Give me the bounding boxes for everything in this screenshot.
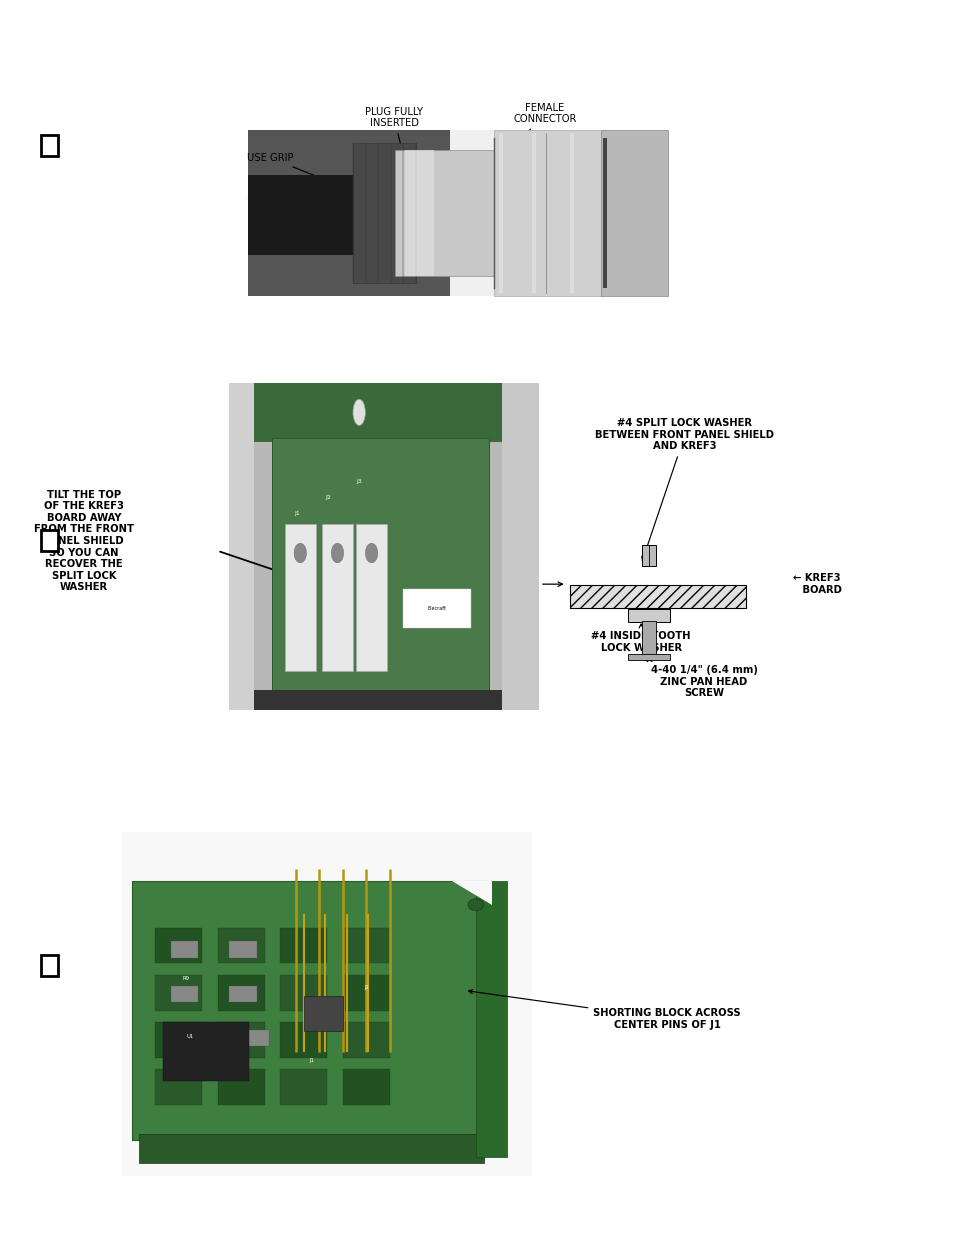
Bar: [404, 149, 434, 277]
Text: R9: R9: [183, 976, 190, 981]
Bar: [476, 882, 507, 1157]
Bar: [395, 149, 493, 277]
Text: J2: J2: [363, 984, 369, 989]
Text: J3: J3: [355, 478, 362, 484]
Bar: [42, 135, 58, 157]
Bar: [42, 956, 58, 976]
Bar: [531, 133, 536, 293]
Polygon shape: [452, 882, 491, 905]
Bar: [602, 138, 606, 288]
Bar: [248, 130, 449, 296]
Ellipse shape: [468, 899, 483, 910]
Bar: [627, 609, 669, 622]
Text: TILT THE TOP
OF THE KREF3
BOARD AWAY
FROM THE FRONT
PANEL SHIELD
SO YOU CAN
RECO: TILT THE TOP OF THE KREF3 BOARD AWAY FRO…: [34, 489, 133, 593]
Bar: [42, 530, 58, 551]
Bar: [171, 986, 198, 1002]
Bar: [178, 1030, 206, 1046]
Bar: [163, 1023, 249, 1081]
Bar: [355, 524, 387, 671]
Bar: [132, 882, 491, 1140]
Text: J1: J1: [294, 511, 300, 516]
Bar: [229, 383, 253, 710]
Bar: [248, 130, 667, 296]
Bar: [280, 1023, 327, 1057]
Bar: [155, 929, 202, 963]
Bar: [217, 1023, 264, 1057]
Text: FEMALE
CONNECTOR: FEMALE CONNECTOR: [500, 103, 576, 162]
Bar: [229, 941, 256, 957]
Text: PLUG FULLY
INSERTED: PLUG FULLY INSERTED: [365, 106, 422, 161]
Bar: [273, 438, 489, 694]
Text: SHORTING BLOCK ACROSS
CENTER PINS OF J1: SHORTING BLOCK ACROSS CENTER PINS OF J1: [468, 989, 740, 1030]
Bar: [342, 929, 390, 963]
Bar: [501, 383, 538, 710]
Text: Elecraft: Elecraft: [427, 606, 446, 611]
Bar: [229, 986, 256, 1002]
Text: ← KREF3
   BOARD: ← KREF3 BOARD: [791, 573, 841, 595]
Text: J1: J1: [309, 1058, 314, 1063]
Text: J2: J2: [325, 495, 331, 500]
Bar: [155, 1070, 202, 1104]
Bar: [284, 524, 315, 671]
Bar: [641, 545, 656, 566]
Bar: [498, 133, 503, 293]
Text: 4-40 1/4" (6.4 mm)
ZINC PAN HEAD
SCREW: 4-40 1/4" (6.4 mm) ZINC PAN HEAD SCREW: [644, 658, 757, 698]
Bar: [248, 174, 382, 254]
Bar: [217, 1070, 264, 1104]
Bar: [569, 585, 745, 609]
Text: #4 SPLIT LOCK WASHER
BETWEEN FRONT PANEL SHIELD
AND KREF3: #4 SPLIT LOCK WASHER BETWEEN FRONT PANEL…: [595, 419, 774, 561]
Bar: [139, 1134, 483, 1163]
Text: U1: U1: [187, 1035, 193, 1040]
Text: ⚠: ⚠: [246, 189, 257, 201]
Bar: [155, 1023, 202, 1057]
Bar: [229, 383, 538, 710]
Bar: [217, 976, 264, 1010]
Text: USE GRIP: USE GRIP: [247, 153, 341, 186]
Text: DO NOT PULL
ON CABLE!: DO NOT PULL ON CABLE!: [257, 189, 333, 211]
Bar: [280, 929, 327, 963]
Bar: [569, 133, 574, 293]
Bar: [321, 524, 353, 671]
Bar: [342, 1070, 390, 1104]
Bar: [241, 1030, 269, 1046]
Bar: [280, 976, 327, 1010]
Bar: [171, 941, 198, 957]
Bar: [600, 130, 667, 296]
Bar: [303, 995, 342, 1031]
Ellipse shape: [353, 399, 365, 425]
Bar: [342, 1023, 390, 1057]
Bar: [493, 130, 602, 296]
Bar: [402, 589, 471, 629]
Ellipse shape: [331, 543, 343, 563]
Bar: [122, 832, 532, 1176]
Bar: [641, 621, 656, 655]
Text: #4 INSIDE TOOTH
LOCK WASHER: #4 INSIDE TOOTH LOCK WASHER: [591, 624, 690, 653]
Bar: [217, 929, 264, 963]
Ellipse shape: [365, 543, 377, 563]
Bar: [280, 1070, 327, 1104]
Bar: [353, 143, 416, 283]
Ellipse shape: [294, 543, 306, 563]
Bar: [627, 655, 669, 659]
Bar: [253, 383, 526, 442]
Bar: [253, 690, 501, 710]
Bar: [342, 976, 390, 1010]
Bar: [155, 976, 202, 1010]
